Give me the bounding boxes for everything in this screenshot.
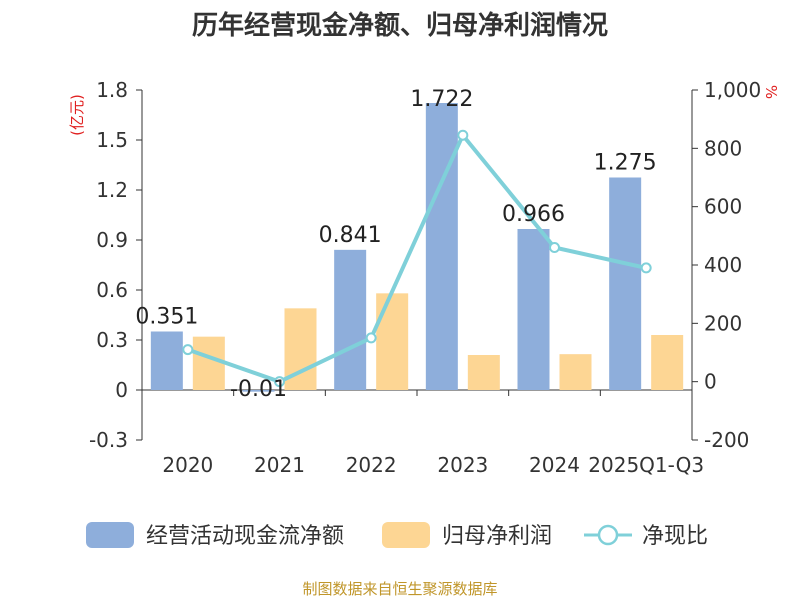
cashflow-bar	[334, 249, 367, 390]
source-note: 制图数据来自恒生聚源数据库	[302, 580, 497, 598]
cashflow-bar	[150, 331, 183, 390]
category-label: 2025Q1-Q3	[588, 453, 704, 477]
legend: 经营活动现金流净额 归母净利润 净现比	[86, 522, 708, 549]
legend-label-net-profit: 归母净利润	[442, 524, 552, 549]
legend-swatch-marker	[597, 524, 619, 546]
right-tick-label: 0	[704, 370, 717, 394]
left-tick-label: 1.8	[96, 78, 128, 102]
cashflow-bar	[425, 103, 458, 390]
cashflow-data-label: 0.966	[502, 202, 565, 227]
right-tick-label: 600	[704, 195, 742, 219]
left-tick-label: 0.9	[96, 228, 128, 252]
net-cash-ratio-point	[365, 332, 377, 344]
net-profit-bar	[559, 354, 592, 390]
left-tick-label: 1.5	[96, 128, 128, 152]
net-cash-ratio-point	[549, 242, 560, 253]
legend-swatch-cashflow	[86, 522, 134, 548]
right-tick-label: -200	[704, 428, 749, 452]
net-cash-ratio-point	[640, 262, 652, 274]
category-label: 2020	[162, 453, 213, 477]
category-label: 2022	[346, 453, 397, 477]
cashflow-bar	[242, 390, 275, 392]
legend-label-cashflow: 经营活动现金流净额	[146, 524, 344, 549]
cashflow-data-label: -0.01	[230, 377, 287, 402]
cashflow-data-label: 1.275	[594, 151, 657, 176]
cashflow-data-label: 1.722	[410, 87, 473, 112]
chart-title: 历年经营现金净额、归母净利润情况	[192, 10, 608, 41]
right-tick-label: 200	[704, 311, 742, 335]
left-tick-label: 0.3	[96, 328, 128, 352]
net-cash-ratio-line	[185, 133, 649, 384]
cashflow-data-label: 0.841	[319, 223, 382, 248]
legend-label-ratio: 净现比	[642, 524, 708, 549]
category-label: 2021	[254, 453, 305, 477]
cashflow-bar	[609, 177, 642, 390]
net-profit-bar	[651, 335, 684, 390]
left-tick-label: 0	[115, 378, 128, 402]
legend-swatch-net-profit	[382, 522, 430, 548]
plot-area: -0.3 0 0.3 0.6 0.9 1.2 1.5 1.8 -200 0 200 400 600 800…	[89, 78, 761, 477]
right-tick-label: 400	[704, 253, 742, 277]
net-profit-bar	[376, 293, 409, 390]
net-profit-bar	[467, 355, 500, 390]
net-cash-ratio-point	[182, 344, 194, 356]
cashflow-data-label: 0.351	[135, 305, 198, 330]
right-tick-label: 1,000	[704, 78, 761, 102]
right-tick-label: 800	[704, 136, 742, 160]
category-label: 2024	[529, 453, 580, 477]
net-profit-bar	[192, 336, 225, 390]
left-tick-label: -0.3	[89, 428, 128, 452]
right-axis-unit: %	[762, 85, 780, 99]
left-axis-unit: (亿元)	[68, 94, 86, 136]
net-cash-ratio-point	[274, 376, 285, 388]
cashflow-bar	[517, 229, 550, 390]
category-label: 2023	[437, 453, 488, 477]
left-tick-label: 0.6	[96, 278, 128, 302]
left-tick-label: 1.2	[96, 178, 128, 202]
net-cash-ratio-point	[457, 129, 469, 141]
